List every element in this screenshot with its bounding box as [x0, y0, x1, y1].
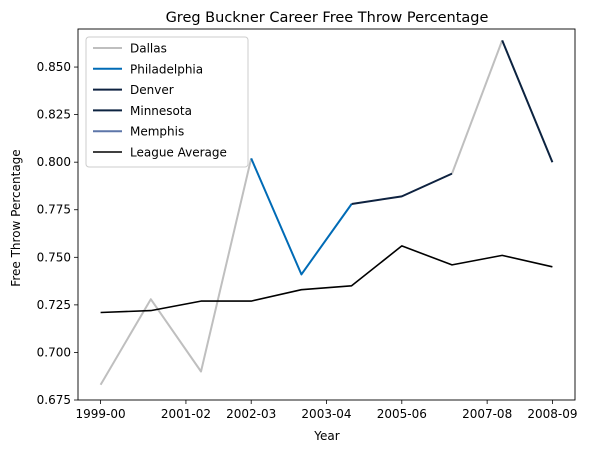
x-tick-label: 2002-03: [226, 407, 276, 421]
y-axis-label: Free Throw Percentage: [9, 149, 23, 286]
series-line-dallas-1: [451, 40, 504, 174]
legend-label-dallas: Dallas: [130, 42, 167, 56]
series-line-league-average-0: [100, 245, 553, 314]
legend-label-philadelphia: Philadelphia: [130, 62, 203, 76]
legend-box: [85, 36, 249, 168]
legend-label-minnesota: Minnesota: [130, 104, 192, 118]
legend-label-league-average: League Average: [130, 146, 227, 160]
y-tick-label: 0.800: [37, 155, 71, 169]
legend-label-denver: Denver: [130, 83, 174, 97]
y-tick-label: 0.675: [37, 393, 71, 407]
y-tick-label: 0.775: [37, 203, 71, 217]
y-tick-label: 0.750: [37, 250, 71, 264]
x-tick-label: 2007-08: [462, 407, 512, 421]
series-line-philadelphia-0: [250, 158, 353, 276]
x-axis-label: Year: [313, 429, 339, 443]
x-tick-label: 2005-06: [377, 407, 427, 421]
y-tick-label: 0.825: [37, 108, 71, 122]
series-layer: [99, 40, 554, 386]
x-tick-label: 2008-09: [527, 407, 577, 421]
legend: Dallas Philadelphia Denver Minnesota Memphis…: [85, 36, 249, 168]
y-tick-label: 0.700: [37, 345, 71, 359]
chart-title: Greg Buckner Career Free Throw Percentag…: [166, 10, 489, 26]
y-tick-label: 0.850: [37, 60, 71, 74]
y-tick-label: 0.725: [37, 298, 71, 312]
x-tick-label: 1999-00: [76, 407, 126, 421]
ticks-layer: 1999-00 2001-02 2002-03 2003-04 2005-06 2007-…: [37, 60, 578, 421]
series-line-minnesota-0: [501, 40, 554, 163]
series-line-dallas-0: [99, 158, 253, 386]
x-tick-label: 2001-02: [161, 407, 211, 421]
x-tick-label: 2003-04: [301, 407, 351, 421]
series-line-denver-0: [351, 172, 453, 205]
legend-label-memphis: Memphis: [130, 125, 184, 139]
plot-frame: [77, 28, 576, 401]
